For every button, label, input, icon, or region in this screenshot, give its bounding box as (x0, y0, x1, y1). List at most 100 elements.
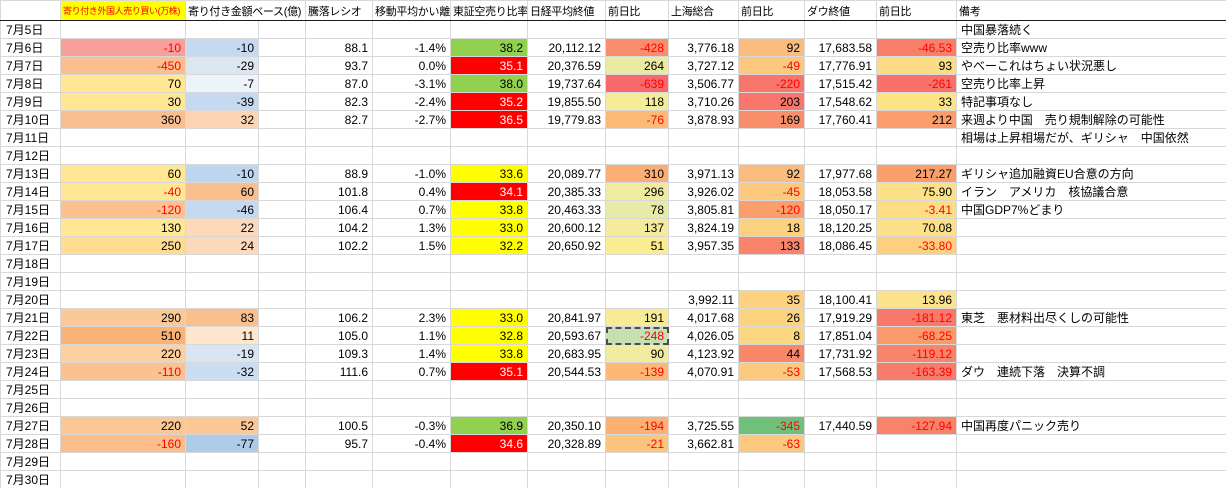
cell[interactable] (60, 452, 186, 471)
cell[interactable] (372, 398, 451, 417)
cell[interactable] (258, 398, 306, 417)
cell[interactable]: 75.90 (876, 182, 957, 201)
cell[interactable] (804, 398, 877, 417)
cell[interactable]: -32 (185, 362, 259, 381)
cell[interactable]: 24 (185, 236, 259, 255)
remark-cell[interactable]: 相場は上昇相場だが、ギリシャ 中国依然 (956, 128, 1226, 147)
cell[interactable] (185, 20, 259, 39)
cell[interactable]: 3,926.02 (668, 182, 739, 201)
remark-cell[interactable] (956, 236, 1226, 255)
cell[interactable]: 20,544.53 (527, 362, 606, 381)
cell[interactable]: -40 (60, 182, 186, 201)
cell[interactable]: -248 (605, 326, 669, 345)
cell[interactable]: -450 (60, 56, 186, 75)
cell[interactable]: 32 (185, 110, 259, 129)
cell[interactable]: 13.96 (876, 290, 957, 309)
cell[interactable]: 18 (738, 218, 805, 237)
cell[interactable] (450, 380, 528, 399)
remark-cell[interactable] (956, 326, 1226, 345)
cell[interactable] (258, 434, 306, 453)
row-label[interactable]: 7月21日 (0, 308, 61, 327)
cell[interactable] (185, 254, 259, 273)
remark-cell[interactable] (956, 398, 1226, 417)
cell[interactable]: 26 (738, 308, 805, 327)
cell[interactable]: 33.6 (450, 164, 528, 183)
cell[interactable]: 17,440.59 (804, 416, 877, 435)
cell[interactable]: -3.1% (372, 74, 451, 93)
remark-cell[interactable] (956, 434, 1226, 453)
cell[interactable]: 93.7 (305, 56, 373, 75)
cell[interactable]: 18,050.17 (804, 200, 877, 219)
cell[interactable] (450, 470, 528, 488)
cell[interactable]: 19,779.83 (527, 110, 606, 129)
row-label[interactable]: 7月23日 (0, 344, 61, 363)
column-header[interactable]: 上海総合 (668, 0, 739, 21)
cell[interactable] (60, 290, 186, 309)
cell[interactable]: 35.1 (450, 362, 528, 381)
cell[interactable] (804, 128, 877, 147)
remark-cell[interactable]: 東芝 悪材料出尽くしの可能性 (956, 308, 1226, 327)
cell[interactable] (804, 20, 877, 39)
cell[interactable]: 92 (738, 164, 805, 183)
cell[interactable]: -33.80 (876, 236, 957, 255)
cell[interactable]: 2.3% (372, 308, 451, 327)
remark-cell[interactable] (956, 344, 1226, 363)
cell[interactable]: 290 (60, 308, 186, 327)
cell[interactable] (605, 452, 669, 471)
cell[interactable]: 3,727.12 (668, 56, 739, 75)
cell[interactable] (876, 128, 957, 147)
cell[interactable]: -428 (605, 38, 669, 57)
cell[interactable]: 310 (605, 164, 669, 183)
cell[interactable]: 36.5 (450, 110, 528, 129)
cell[interactable]: 36.9 (450, 416, 528, 435)
cell[interactable]: 4,026.05 (668, 326, 739, 345)
column-header[interactable]: ダウ終値 (804, 0, 877, 21)
row-label[interactable]: 7月5日 (0, 20, 61, 39)
cell[interactable]: -139 (605, 362, 669, 381)
cell[interactable] (876, 254, 957, 273)
cell[interactable]: 3,710.26 (668, 92, 739, 111)
cell[interactable]: 95.7 (305, 434, 373, 453)
cell[interactable]: 137 (605, 218, 669, 237)
remark-cell[interactable]: ギリシャ追加融資EU合意の方向 (956, 164, 1226, 183)
cell[interactable]: 3,878.93 (668, 110, 739, 129)
cell[interactable] (60, 20, 186, 39)
remark-cell[interactable]: 中国再度パニック売り (956, 416, 1226, 435)
cell[interactable] (372, 20, 451, 39)
cell[interactable] (738, 452, 805, 471)
cell[interactable] (258, 110, 306, 129)
remark-cell[interactable]: 空売り比率www (956, 38, 1226, 57)
cell[interactable]: 510 (60, 326, 186, 345)
cell[interactable]: 1.1% (372, 326, 451, 345)
cell[interactable] (668, 146, 739, 165)
cell[interactable]: -120 (60, 200, 186, 219)
cell[interactable]: 106.2 (305, 308, 373, 327)
cell[interactable]: -19 (185, 344, 259, 363)
remark-cell[interactable] (956, 218, 1226, 237)
cell[interactable] (804, 470, 877, 488)
row-label[interactable]: 7月20日 (0, 290, 61, 309)
row-label[interactable]: 7月14日 (0, 182, 61, 201)
cell[interactable] (450, 20, 528, 39)
cell[interactable] (372, 272, 451, 291)
cell[interactable]: 133 (738, 236, 805, 255)
cell[interactable]: 17,760.41 (804, 110, 877, 129)
row-label[interactable]: 7月19日 (0, 272, 61, 291)
cell[interactable] (876, 146, 957, 165)
remark-cell[interactable]: 来週より中国 売り規制解除の可能性 (956, 110, 1226, 129)
cell[interactable]: -261 (876, 74, 957, 93)
cell[interactable]: 102.2 (305, 236, 373, 255)
cell[interactable] (258, 470, 306, 488)
cell[interactable]: 33.8 (450, 344, 528, 363)
cell[interactable]: 20,350.10 (527, 416, 606, 435)
cell[interactable] (527, 290, 606, 309)
cell[interactable]: 217.27 (876, 164, 957, 183)
cell[interactable]: 17,683.58 (804, 38, 877, 57)
cell[interactable]: -2.4% (372, 92, 451, 111)
cell[interactable] (527, 470, 606, 488)
cell[interactable]: 34.6 (450, 434, 528, 453)
cell[interactable] (876, 380, 957, 399)
cell[interactable]: 32.8 (450, 326, 528, 345)
cell[interactable] (305, 380, 373, 399)
row-label[interactable]: 7月28日 (0, 434, 61, 453)
